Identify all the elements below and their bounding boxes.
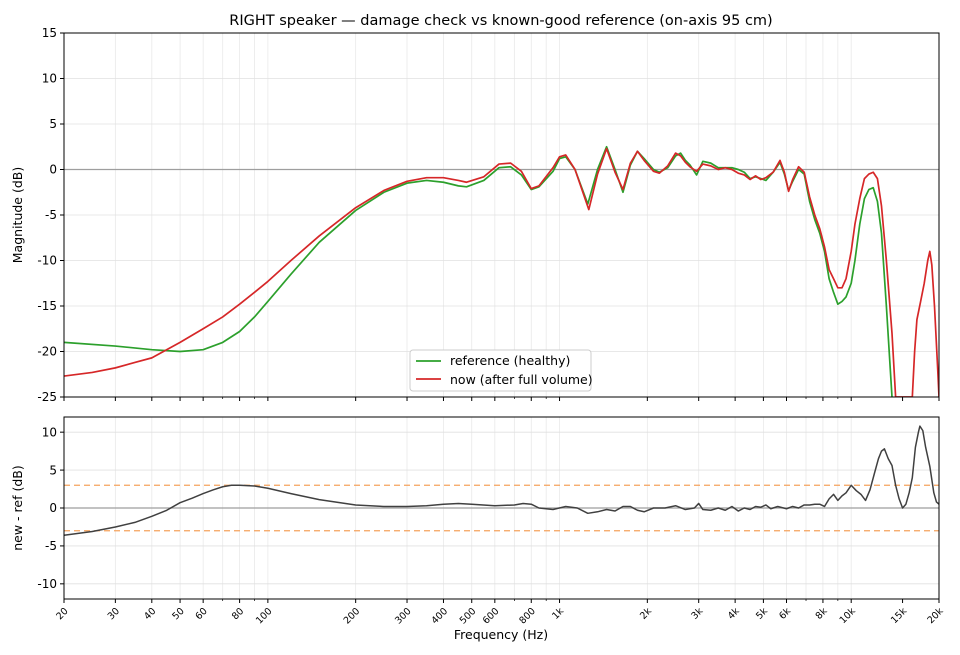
x-tick-label: 400 — [430, 606, 451, 627]
x-tick-label: 200 — [342, 606, 363, 627]
magnitude-y-axis-label: Magnitude (dB) — [10, 167, 25, 263]
difference-y-tick-label: 10 — [42, 425, 57, 439]
x-tick-label: 600 — [481, 606, 502, 627]
x-axis-label: Frequency (Hz) — [454, 627, 548, 642]
magnitude-y-tick-label: -20 — [37, 345, 57, 359]
x-tick-label: 10k — [838, 606, 859, 627]
difference-series — [64, 425, 939, 537]
difference-y-tick-label: -10 — [37, 577, 57, 591]
legend-label-now: now (after full volume) — [450, 372, 593, 387]
x-tick-label: 4k — [726, 606, 742, 622]
magnitude-y-tick-label: 10 — [42, 72, 57, 86]
x-tick-label: 300 — [393, 606, 414, 627]
legend: reference (healthy) now (after full volu… — [409, 349, 593, 392]
difference-y-axis-label: new - ref (dB) — [10, 465, 25, 551]
magnitude-y-tick-label: -25 — [37, 390, 57, 404]
magnitude-series — [64, 145, 939, 397]
difference-y-tick-label: -5 — [45, 539, 57, 553]
x-tick-label: 800 — [517, 606, 538, 627]
magnitude-y-tick-label: -15 — [37, 299, 57, 313]
x-tick-label: 100 — [254, 606, 275, 627]
x-tick-label: 2k — [638, 606, 654, 622]
difference-x-ticks: 20 30 40 50 60 80 100 200 300 400 500 600 800 1k 2k 3k 4… — [54, 599, 946, 626]
x-tick-label: 30 — [106, 606, 122, 622]
magnitude-y-tick-label: -5 — [45, 208, 57, 222]
legend-frame — [409, 349, 592, 392]
magnitude-y-tick-label: 0 — [49, 163, 57, 177]
magnitude-y-tick-label: 5 — [49, 117, 57, 131]
magnitude-grid — [63, 32, 940, 398]
x-tick-label: 20 — [54, 606, 70, 622]
difference-series-line-0 — [64, 425, 939, 537]
magnitude-y-tick-label: 15 — [42, 26, 57, 40]
x-tick-label: 5k — [754, 606, 770, 622]
magnitude-series-line-1 — [64, 147, 939, 397]
x-tick-label: 40 — [142, 606, 158, 622]
difference-threshold-lines — [64, 484, 939, 532]
magnitude-y-ticks: 15 10 5 0 -5 -10 -15 -20 -25 — [37, 26, 64, 404]
magnitude-panel: 15 10 5 0 -5 -10 -15 -20 -25 Magnitude (dB) refe… — [10, 26, 940, 404]
x-tick-label: 80 — [230, 606, 246, 622]
x-tick-label: 3k — [689, 606, 705, 622]
x-tick-label: 50 — [170, 606, 186, 622]
magnitude-series-line-0 — [64, 145, 893, 397]
legend-label-reference: reference (healthy) — [450, 353, 570, 368]
x-tick-label: 60 — [193, 606, 209, 622]
difference-y-ticks: 10 5 0 -5 -10 — [37, 425, 64, 591]
x-tick-label: 6k — [777, 606, 793, 622]
x-tick-label: 1k — [550, 606, 566, 622]
difference-y-tick-label: 5 — [49, 463, 57, 477]
x-tick-label: 20k — [925, 606, 946, 627]
difference-y-tick-label: 0 — [49, 501, 57, 515]
x-tick-label: 8k — [814, 606, 830, 622]
chart-title: RIGHT speaker — damage check vs known-go… — [229, 13, 772, 29]
x-tick-label: 15k — [889, 606, 910, 627]
x-tick-label: 500 — [458, 606, 479, 627]
magnitude-y-tick-label: -10 — [37, 254, 57, 268]
magnitude-x-ticks — [63, 397, 940, 401]
